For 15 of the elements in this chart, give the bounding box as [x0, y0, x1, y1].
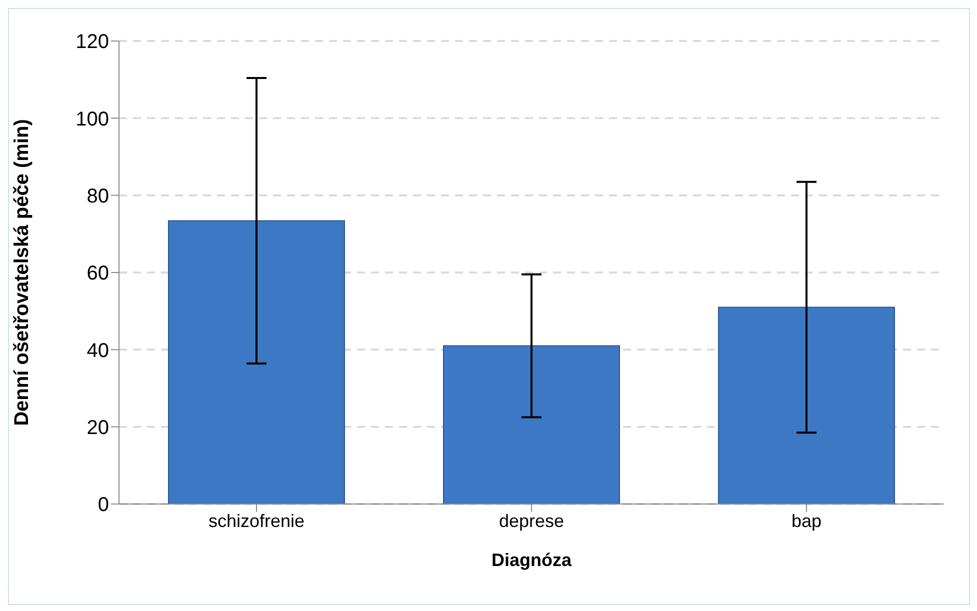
y-tick-label: 120 — [76, 31, 109, 54]
x-axis-title: Diagnóza — [491, 550, 572, 570]
y-tick-label: 100 — [76, 108, 109, 130]
y-tick-label: 80 — [86, 185, 109, 208]
bar — [718, 306, 895, 504]
y-tick-label: 0 — [98, 494, 109, 516]
y-axis-title: Denní ošetřovatelská péče (min) — [11, 119, 34, 426]
bar — [168, 220, 345, 504]
x-tick-label: deprese — [498, 510, 564, 531]
y-tick-label: 20 — [86, 416, 109, 439]
x-tick-label: schizofrenie — [208, 510, 305, 531]
y-tick-label: 60 — [86, 262, 109, 285]
bar — [443, 345, 620, 504]
x-tick-label: bap — [791, 510, 822, 531]
y-tick-label: 40 — [86, 340, 109, 362]
